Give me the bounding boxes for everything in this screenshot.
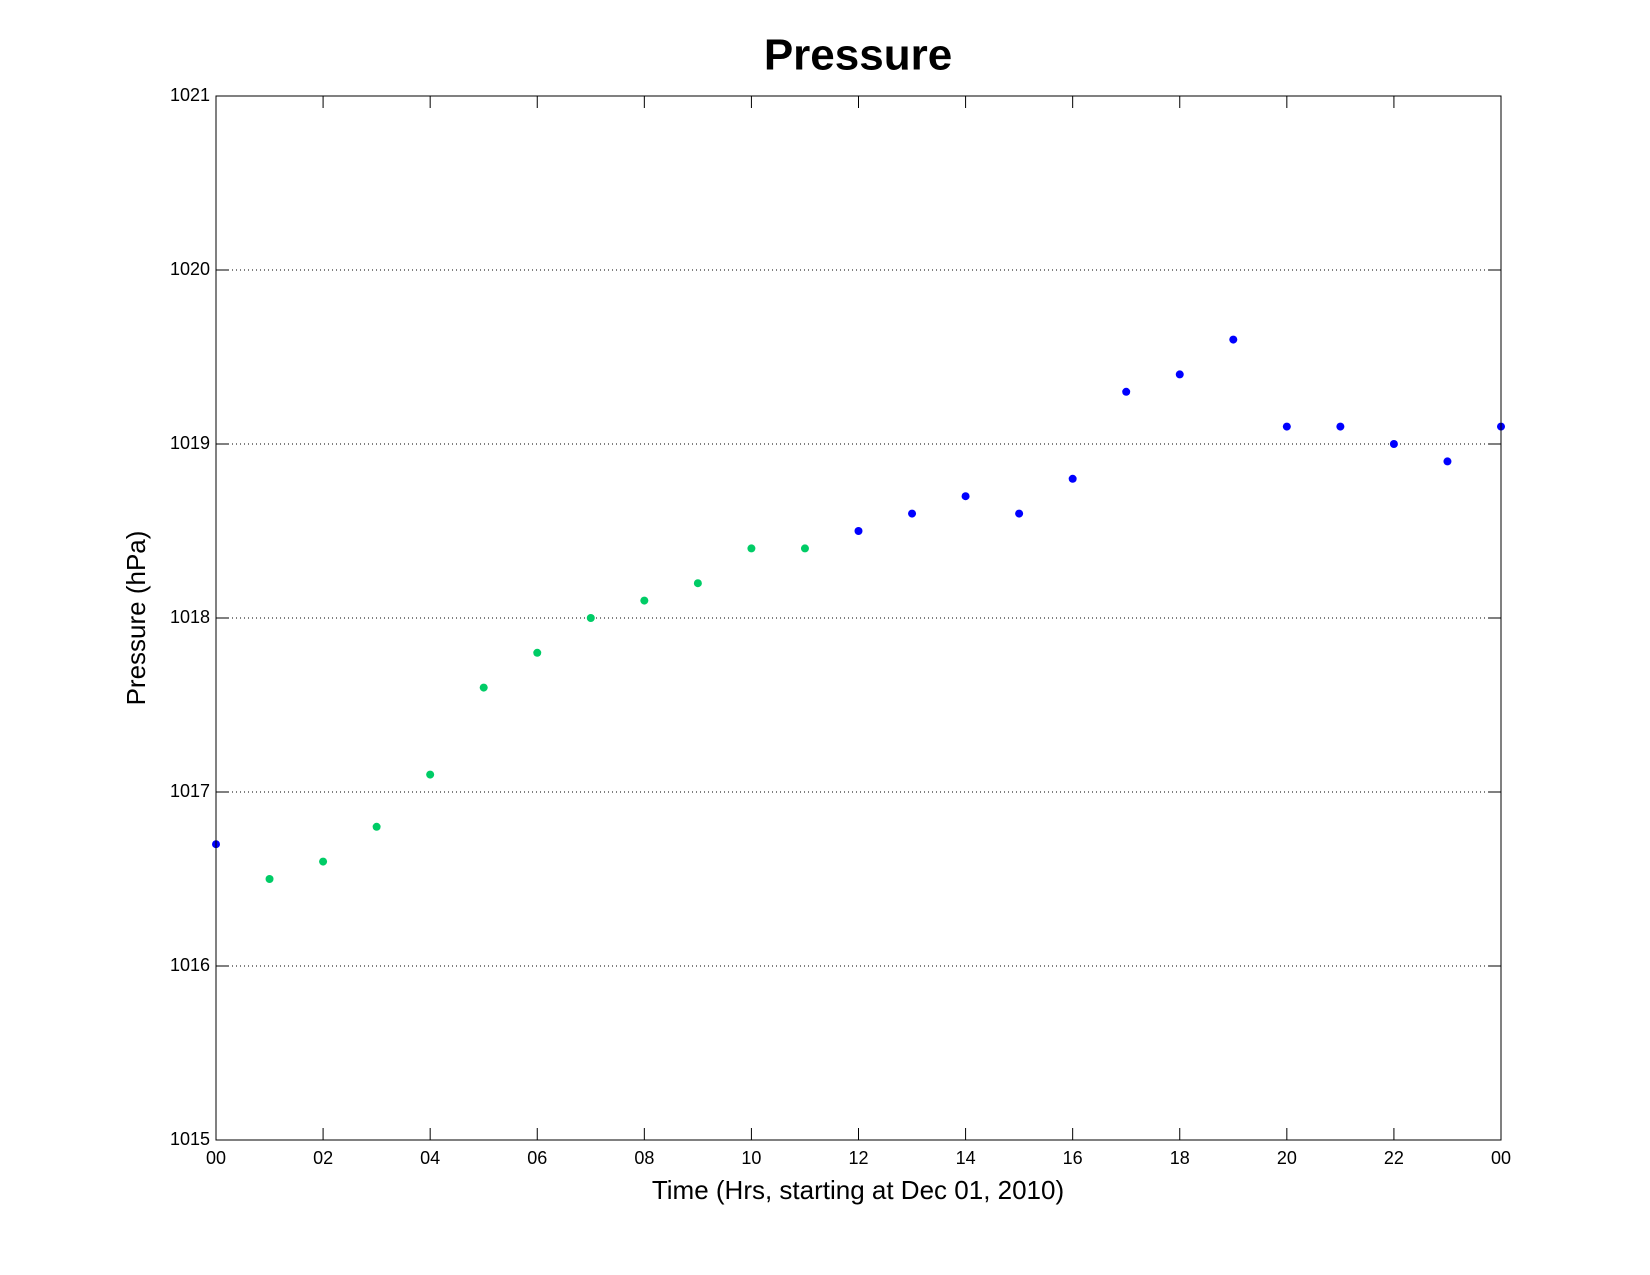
point bbox=[854, 527, 863, 535]
point bbox=[372, 822, 381, 831]
point bbox=[747, 544, 756, 553]
x-axis-title: Time (Hrs, starting at Dec 01, 2010) bbox=[652, 1175, 1064, 1205]
point bbox=[265, 875, 274, 883]
point bbox=[1282, 422, 1291, 431]
y-tick-label: 1018 bbox=[170, 607, 210, 627]
chart-title: Pressure bbox=[764, 31, 952, 80]
x-tick-label: 10 bbox=[741, 1148, 761, 1168]
point bbox=[479, 683, 488, 692]
y-tick-label: 1016 bbox=[170, 955, 210, 975]
point bbox=[693, 579, 702, 588]
point bbox=[533, 648, 542, 657]
plot-frame bbox=[215, 95, 1502, 1141]
y-tick-label: 1019 bbox=[170, 433, 210, 453]
x-tick-label: 02 bbox=[313, 1148, 333, 1168]
point bbox=[640, 596, 649, 605]
point bbox=[1443, 457, 1452, 466]
y-tick-label: 1020 bbox=[170, 259, 210, 279]
x-tick-label: 18 bbox=[1170, 1148, 1190, 1168]
y-tick-label: 1021 bbox=[170, 85, 210, 105]
point bbox=[319, 857, 328, 866]
point bbox=[1229, 335, 1238, 344]
point bbox=[1175, 370, 1184, 379]
x-tick-label: 00 bbox=[206, 1148, 226, 1168]
y-tick-label: 1015 bbox=[170, 1129, 210, 1149]
x-tick-label: 14 bbox=[956, 1148, 976, 1168]
x-tick-label: 04 bbox=[420, 1148, 440, 1168]
point bbox=[1068, 474, 1077, 483]
x-tick-label: 06 bbox=[527, 1148, 547, 1168]
point bbox=[961, 492, 970, 501]
point bbox=[1336, 422, 1345, 431]
point bbox=[426, 770, 435, 779]
x-tick-label: 16 bbox=[1063, 1148, 1083, 1168]
y-tick-label: 1017 bbox=[170, 781, 210, 801]
point bbox=[908, 509, 917, 518]
x-tick-label: 12 bbox=[848, 1148, 868, 1168]
marks bbox=[212, 335, 1505, 883]
point bbox=[1389, 440, 1398, 448]
point bbox=[586, 614, 595, 622]
point bbox=[1122, 387, 1131, 396]
x-tick-label: 00 bbox=[1491, 1148, 1511, 1168]
x-tick-label: 22 bbox=[1384, 1148, 1404, 1168]
point bbox=[800, 544, 809, 553]
y-axis-title: Pressure (hPa) bbox=[121, 531, 151, 706]
point bbox=[1015, 509, 1024, 518]
x-tick-label: 20 bbox=[1277, 1148, 1297, 1168]
x-tick-label: 08 bbox=[634, 1148, 654, 1168]
